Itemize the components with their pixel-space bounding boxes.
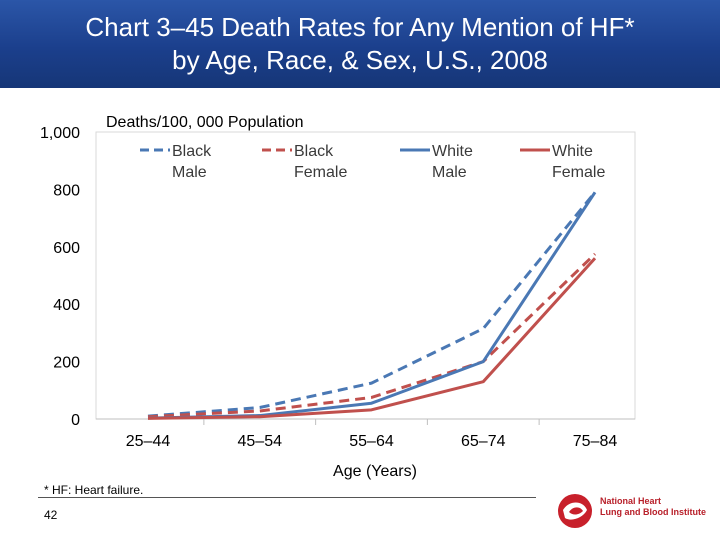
y-tick-label: 800 xyxy=(53,182,80,199)
logo-text-line-2: Lung and Blood Institute xyxy=(600,507,706,517)
slide-title-line-2: by Age, Race, & Sex, U.S., 2008 xyxy=(172,45,548,75)
page-number: 42 xyxy=(44,508,58,522)
footer-divider xyxy=(38,497,536,498)
x-axis-label: Age (Years) xyxy=(333,463,417,480)
x-tick-label: 45–54 xyxy=(238,433,283,450)
y-tick-label: 1,000 xyxy=(40,125,80,142)
x-tick-label: 55–64 xyxy=(349,433,394,450)
y-tick-label: 600 xyxy=(53,240,80,257)
legend-label: Female xyxy=(294,164,347,181)
series-line-white-female xyxy=(147,257,597,420)
nhlbi-logo-icon xyxy=(558,494,592,528)
y-tick-label: 0 xyxy=(71,412,80,429)
footnote: * HF: Heart failure. xyxy=(44,483,144,497)
logo-text: National Heart Lung and Blood Institute xyxy=(600,496,706,518)
legend-label: Male xyxy=(172,164,207,181)
legend-label: White xyxy=(432,143,473,160)
legend-label: Black xyxy=(172,143,212,160)
slide-title-line-1: Chart 3–45 Death Rates for Any Mention o… xyxy=(85,12,635,42)
series-line-black-male xyxy=(147,191,597,418)
logo-text-line-1: National Heart xyxy=(600,496,662,506)
legend-label: Black xyxy=(294,143,334,160)
legend-label: White xyxy=(552,143,593,160)
x-tick-label: 75–84 xyxy=(573,433,618,450)
y-tick-label: 400 xyxy=(53,297,80,314)
x-tick-label: 25–44 xyxy=(126,433,171,450)
x-tick-label: 65–74 xyxy=(461,433,506,450)
title-banner: Chart 3–45 Death Rates for Any Mention o… xyxy=(0,0,720,88)
legend-label: Female xyxy=(552,164,605,181)
legend-label: Male xyxy=(432,164,467,181)
y-axis-label: Deaths/100, 000 Population xyxy=(106,114,304,131)
y-tick-label: 200 xyxy=(53,355,80,372)
series-line-black-female xyxy=(147,252,597,419)
